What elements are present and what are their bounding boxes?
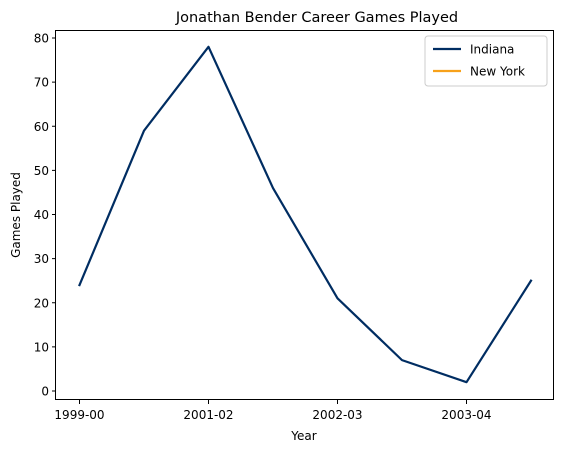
y-tick-label: 30: [34, 252, 49, 266]
x-tick-label: 2001-02: [183, 408, 233, 422]
x-tick-label: 2002-03: [312, 408, 362, 422]
y-axis-ticks: 0 10 20 30 40 50 60 70 80: [34, 32, 56, 399]
y-tick-label: 80: [34, 32, 49, 46]
y-tick-label: 20: [34, 296, 49, 310]
legend: Indiana New York: [424, 35, 548, 87]
x-tick-label: 2003-04: [441, 408, 491, 422]
y-axis-label: Games Played: [9, 172, 23, 258]
legend-label: New York: [470, 65, 525, 79]
series-lines: [78, 45, 533, 384]
y-tick-label: 40: [34, 208, 49, 222]
x-axis-label: Year: [290, 429, 316, 443]
x-tick-label: 1999-00: [54, 408, 104, 422]
y-tick-label: 70: [34, 76, 49, 90]
y-tick-label: 60: [34, 120, 49, 134]
series-line-indiana: [78, 45, 533, 384]
y-tick-label: 50: [34, 164, 49, 178]
chart-title: Jonathan Bender Career Games Played: [175, 10, 458, 26]
legend-label: Indiana: [470, 43, 514, 57]
y-tick-label: 0: [41, 385, 49, 399]
y-tick-label: 10: [34, 340, 49, 354]
